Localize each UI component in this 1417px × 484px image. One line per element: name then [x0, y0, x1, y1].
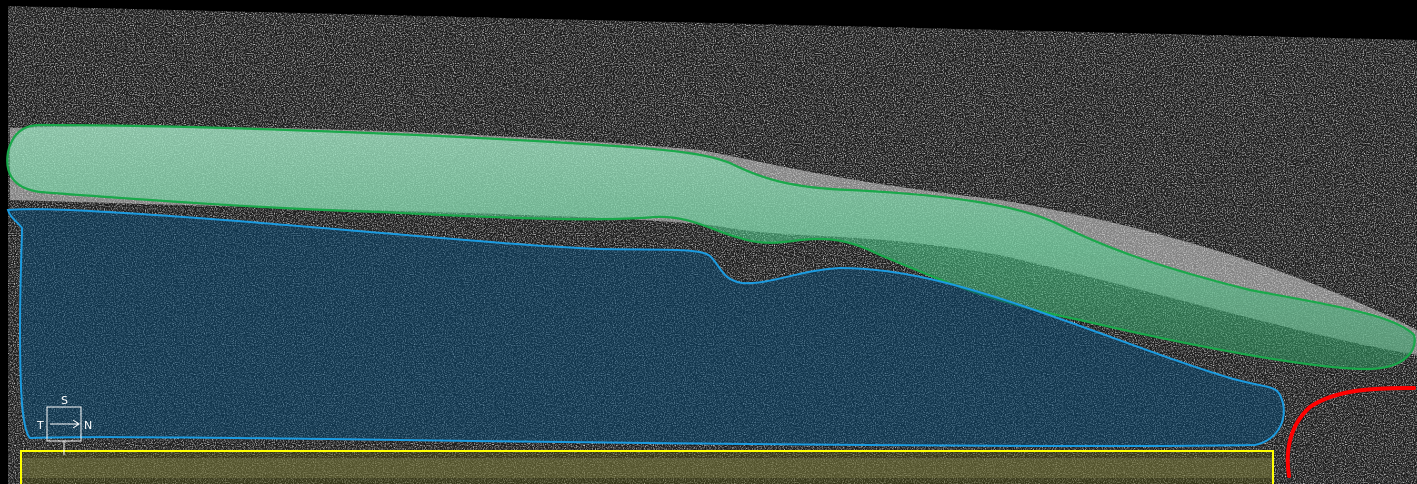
yellow-box — [20, 450, 1274, 484]
orientation-compass: S T N — [36, 394, 92, 455]
red-arc — [1285, 386, 1416, 478]
compass-label-superior: S — [61, 394, 68, 407]
blue-region — [6, 208, 1285, 448]
compass-arrow-head-icon — [72, 419, 80, 429]
compass-label-temporal: T — [36, 419, 44, 432]
yellow-box-band — [22, 458, 1272, 478]
compass-label-nasal: N — [84, 419, 92, 432]
green-region — [6, 123, 1416, 371]
